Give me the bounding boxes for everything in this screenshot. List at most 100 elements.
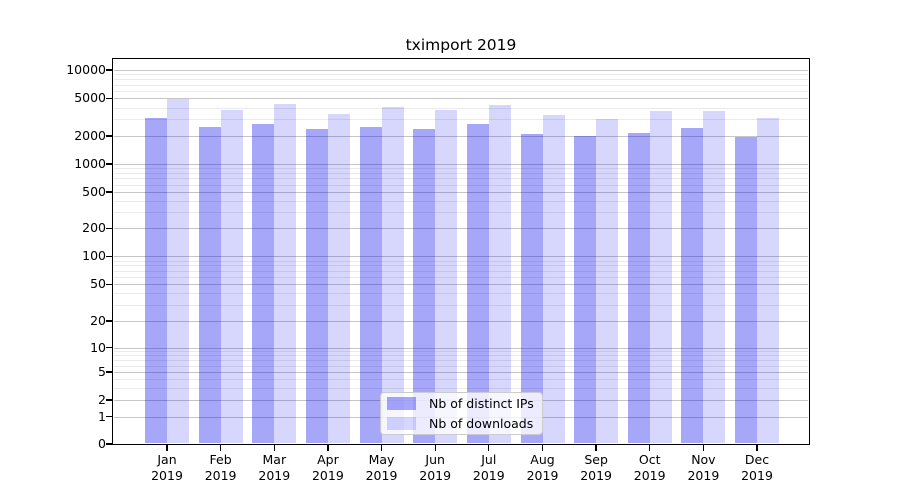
y-tick-200 — [106, 227, 113, 229]
gridline-minor-40 — [114, 293, 808, 295]
gridline-major-2000 — [114, 136, 808, 137]
gridline-major-200 — [114, 228, 808, 230]
x-tick-label-dec: Dec 2019 — [741, 452, 773, 483]
y-tick-1000 — [106, 163, 113, 165]
x-tick-jun — [434, 445, 436, 451]
gridline-minor-90 — [114, 260, 808, 262]
gridline-major-5000 — [114, 98, 808, 100]
y-tick-5000 — [106, 97, 113, 99]
gridline-major-5 — [114, 372, 808, 373]
bar-nb-of-distinct-ips-nov — [681, 128, 704, 444]
x-tick-label-jul: Jul 2019 — [472, 452, 505, 483]
bar-nb-of-downloads-jan — [167, 98, 189, 444]
x-tick-label-mar: Mar 2019 — [258, 452, 291, 483]
bar-nb-of-distinct-ips-aug — [520, 134, 543, 444]
gridline-minor-80 — [114, 265, 808, 267]
y-tick-2 — [106, 399, 113, 401]
y-tick-label-2: 2 — [98, 392, 106, 407]
bar-nb-of-downloads-sep — [596, 118, 619, 444]
bar-nb-of-downloads-dec — [757, 117, 779, 444]
x-tick-label-sep: Sep 2019 — [580, 452, 612, 483]
gridline-minor-8000 — [114, 79, 808, 81]
y-tick-label-500: 500 — [82, 184, 106, 199]
legend-label-nb-of-downloads: Nb of downloads — [429, 416, 534, 431]
x-tick-label-jun: Jun 2019 — [419, 452, 452, 483]
gridline-major-10 — [114, 347, 808, 349]
bar-nb-of-distinct-ips-apr — [305, 129, 328, 444]
gridline-minor-700 — [114, 178, 808, 180]
bar-nb-of-distinct-ips-oct — [627, 132, 650, 444]
chart-title: tximport 2019 — [405, 36, 517, 54]
gridline-minor-7 — [114, 360, 808, 362]
gridline-minor-3000 — [114, 119, 808, 121]
x-tick-dec — [756, 445, 758, 451]
y-tick-label-0: 0 — [98, 436, 106, 451]
x-tick-label-aug: Aug 2019 — [526, 452, 559, 483]
bar-nb-of-downloads-mar — [274, 104, 297, 444]
x-tick-label-apr: Apr 2019 — [311, 452, 344, 483]
bar-nb-of-distinct-ips-may — [359, 126, 382, 444]
legend-entry-nb-of-distinct-ips: Nb of distinct IPs — [387, 396, 536, 411]
gridline-minor-300 — [114, 212, 808, 214]
bar-nb-of-downloads-oct — [649, 111, 672, 444]
x-tick-label-nov: Nov 2019 — [687, 452, 720, 483]
y-tick-label-2000: 2000 — [74, 128, 106, 143]
legend-swatch-nb-of-downloads — [387, 417, 416, 430]
bar-nb-of-distinct-ips-jan — [145, 118, 167, 444]
gridline-minor-9 — [114, 351, 808, 353]
x-tick-apr — [327, 445, 329, 451]
y-tick-20 — [106, 320, 113, 322]
legend: Nb of distinct IPs Nb of downloads — [380, 392, 543, 435]
bar-nb-of-downloads-may — [381, 107, 404, 444]
y-tick-label-5: 5 — [98, 364, 106, 379]
gridline-minor-8 — [114, 355, 808, 357]
gridline-minor-600 — [114, 184, 808, 186]
x-tick-mar — [273, 445, 275, 451]
x-tick-jul — [488, 445, 490, 451]
y-tick-10 — [106, 346, 113, 349]
y-tick-50 — [106, 283, 113, 285]
x-tick-feb — [219, 445, 222, 451]
x-tick-aug — [541, 445, 544, 451]
y-tick-10000 — [106, 69, 113, 71]
y-tick-label-5000: 5000 — [74, 90, 106, 106]
x-tick-jan — [166, 445, 168, 451]
y-tick-100 — [106, 255, 113, 257]
gridline-minor-60 — [114, 276, 808, 278]
y-tick-0 — [106, 443, 113, 445]
x-tick-label-may: May 2019 — [365, 452, 398, 483]
y-tick-label-20: 20 — [90, 313, 106, 328]
bar-nb-of-distinct-ips-feb — [198, 126, 221, 444]
gridline-major-50 — [114, 284, 808, 286]
gridline-minor-9000 — [114, 74, 808, 76]
gridline-minor-900 — [114, 168, 808, 170]
y-tick-label-1: 1 — [98, 408, 106, 424]
gridline-minor-800 — [114, 173, 808, 174]
gridline-minor-6 — [114, 365, 808, 367]
gridline-major-100 — [114, 256, 808, 258]
y-tick-1 — [106, 415, 113, 418]
x-tick-label-jan: Jan 2019 — [151, 452, 183, 483]
y-tick-5 — [106, 371, 113, 373]
y-tick-label-100: 100 — [82, 248, 106, 264]
bar-nb-of-downloads-feb — [220, 109, 243, 444]
x-tick-label-feb: Feb 2019 — [204, 452, 237, 483]
legend-entry-nb-of-downloads: Nb of downloads — [387, 416, 536, 431]
bar-nb-of-downloads-jul — [488, 105, 511, 444]
legend-label-nb-of-distinct-ips: Nb of distinct IPs — [429, 396, 534, 411]
y-tick-2000 — [106, 135, 113, 137]
y-tick-label-200: 200 — [82, 220, 106, 236]
x-tick-label-oct: Oct 2019 — [633, 452, 666, 483]
bar-nb-of-distinct-ips-jul — [466, 124, 489, 444]
y-tick-500 — [106, 191, 113, 193]
gridline-minor-6000 — [114, 90, 808, 92]
bar-nb-of-distinct-ips-dec — [735, 136, 757, 444]
y-tick-label-1000: 1000 — [74, 156, 106, 171]
x-tick-may — [380, 445, 383, 451]
x-tick-sep — [595, 445, 597, 451]
y-tick-label-10000: 10000 — [66, 62, 106, 77]
gridline-minor-3 — [114, 387, 808, 389]
gridline-major-1000 — [114, 164, 808, 165]
bar-nb-of-downloads-nov — [703, 111, 726, 444]
